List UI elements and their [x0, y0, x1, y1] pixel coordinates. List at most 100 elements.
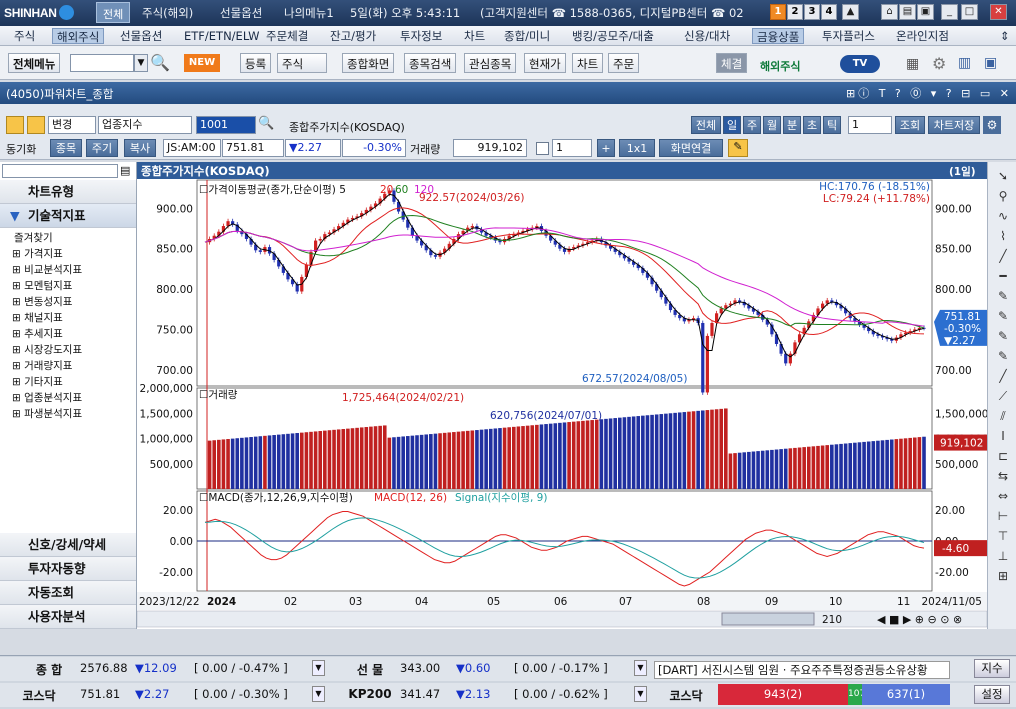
code-input[interactable]: 1001 [196, 116, 256, 134]
code-search-icon[interactable]: 🔍 [258, 116, 275, 131]
drawing-tool-icon[interactable]: ⇔ [997, 489, 1009, 503]
link-screen-button[interactable]: 화면연결 [659, 139, 723, 157]
indicator-search-input[interactable] [2, 164, 118, 178]
drawing-tool-icon[interactable]: ✎ [997, 289, 1009, 303]
menu-credit[interactable]: 신용/대차 [684, 29, 731, 43]
register-button[interactable]: 등록 [240, 53, 272, 73]
user-analysis-tab[interactable]: 사용자분석 [0, 605, 136, 629]
chart-area[interactable]: 종합주가지수(KOSDAQ) (1일) 900.00 900.00 850.00 850.… [136, 162, 988, 629]
search-icon[interactable]: 🔍 [150, 53, 170, 72]
toolbar-button-price[interactable]: 현재가 [524, 53, 566, 73]
drawing-tool-icon[interactable]: I [1001, 429, 1005, 443]
layout-icon[interactable]: ▥ [958, 55, 972, 71]
copy-button[interactable]: 복사 [124, 139, 156, 157]
drawing-tool-icon[interactable]: ⊏ [997, 449, 1009, 463]
chart-type-header[interactable]: 차트유형 [0, 180, 136, 204]
period-all-button[interactable]: 전체 [691, 116, 721, 134]
tree-other[interactable]: ⊞ 기타지표 [12, 376, 63, 388]
drawing-tool-icon[interactable]: ⊥ [997, 549, 1009, 563]
layout-button[interactable]: 1x1 [619, 139, 655, 157]
toolbar-button-overview[interactable]: 종합화면 [342, 53, 395, 73]
fill-button[interactable]: 체결 [716, 53, 748, 73]
menu-balance[interactable]: 잔고/평가 [330, 29, 377, 43]
chart-type-icon[interactable] [6, 116, 24, 134]
drawing-tool-icon[interactable]: ✎ [997, 309, 1009, 323]
menu-scroll-icon[interactable]: ⇕ [1000, 29, 1010, 43]
menu-order[interactable]: 주문체결 [266, 29, 309, 43]
kosdaq-dropdown-icon[interactable]: ▼ [312, 686, 325, 702]
drawing-tool-icon[interactable]: ╱ [999, 249, 1007, 263]
screen-4-button[interactable]: 4 [821, 4, 837, 20]
tree-volatility[interactable]: ⊞ 변동성지표 [12, 296, 73, 308]
tab-all[interactable]: 전체 [96, 2, 131, 23]
drawing-tool-icon[interactable]: ━ [999, 269, 1007, 283]
drawing-tool-icon[interactable]: ⌇ [1000, 229, 1006, 243]
overseas-stock-link[interactable]: 해외주식 [760, 60, 801, 73]
tree-channel[interactable]: ⊞ 채널지표 [12, 312, 63, 324]
tree-derivatives[interactable]: ⊞ 파생분석지표 [12, 408, 83, 420]
home-icon[interactable]: ⌂ [881, 4, 898, 20]
drawing-tool-icon[interactable]: ∿ [997, 209, 1009, 223]
dropdown-icon[interactable]: ▼ [134, 54, 148, 72]
split-checkbox[interactable] [536, 142, 549, 155]
all-menu-button[interactable]: 전체메뉴 [8, 53, 61, 73]
print-icon[interactable]: ▤ [899, 4, 916, 20]
tv-button[interactable]: TV [840, 55, 880, 73]
split-select[interactable]: 1 [552, 139, 592, 157]
maximize-icon[interactable]: □ [961, 4, 978, 20]
settings-button[interactable]: 설정 [974, 685, 1010, 704]
screen-3-button[interactable]: 3 [804, 4, 820, 20]
period-count-select[interactable]: 1 [848, 116, 892, 134]
tree-sector[interactable]: ⊞ 업종분석지표 [12, 392, 83, 404]
minimize-icon[interactable]: _ [941, 4, 958, 20]
drawing-tool-icon[interactable]: ⊞ [997, 569, 1009, 583]
sync-period-button[interactable]: 주기 [86, 139, 118, 157]
tech-indicator-header[interactable]: ▼ 기술적지표 [0, 204, 136, 228]
drawing-tool-icon[interactable]: ✎ [997, 349, 1009, 363]
menu-financial-products[interactable]: 금융상품 [752, 28, 805, 44]
tree-strength[interactable]: ⊞ 시장강도지표 [12, 344, 83, 356]
menu-stock[interactable]: 주식 [14, 29, 36, 43]
drawing-tool-icon[interactable]: ⫽ [1000, 409, 1006, 423]
drawing-tool-icon[interactable]: ➘ [997, 169, 1009, 183]
menu-search-input[interactable] [70, 54, 134, 72]
tab-overseas-stock[interactable]: 주식(해외) [142, 6, 194, 20]
new-badge-button[interactable]: NEW [184, 54, 220, 72]
signal-tab[interactable]: 신호/강세/약세 [0, 533, 136, 557]
index-button[interactable]: 지수 [974, 659, 1010, 678]
toolbar-button-chart[interactable]: 차트 [572, 53, 604, 73]
chart-save-icon[interactable] [27, 116, 45, 134]
drawing-tool-icon[interactable]: ⟋ [998, 389, 1008, 403]
pen-icon[interactable]: ✎ [728, 139, 748, 157]
add-icon[interactable]: + [597, 139, 615, 157]
menu-invest-plus[interactable]: 투자플러스 [822, 29, 875, 43]
window-controls[interactable]: ⊞ⓘ T ? ⓪ ▾ ? ⊟ ▭ ✕ [846, 87, 1012, 100]
close-icon[interactable]: ✕ [990, 4, 1007, 20]
menu-overseas-stock[interactable]: 해외주식 [52, 28, 105, 44]
period-tick-button[interactable]: 틱 [823, 116, 841, 134]
period-sec-button[interactable]: 초 [803, 116, 821, 134]
screen-2-button[interactable]: 2 [787, 4, 803, 20]
tree-trend[interactable]: ⊞ 추세지표 [12, 328, 63, 340]
menu-banking[interactable]: 뱅킹/공모주/대출 [572, 29, 654, 43]
investor-trend-tab[interactable]: 투자자동향 [0, 557, 136, 581]
tab-my-menu[interactable]: 나의메뉴1 [284, 6, 334, 20]
kp200-dropdown-icon[interactable]: ▼ [634, 686, 647, 702]
menu-invest-info[interactable]: 투자정보 [400, 29, 443, 43]
kospi-dropdown-icon[interactable]: ▼ [312, 660, 325, 676]
up-arrow-icon[interactable]: ▲ [842, 4, 859, 20]
menu-mini[interactable]: 종합/미니 [504, 29, 551, 43]
drawing-tool-icon[interactable]: ✎ [997, 329, 1009, 343]
query-button[interactable]: 조회 [895, 116, 925, 134]
screen-1-button[interactable]: 1 [770, 4, 786, 20]
menu-chart[interactable]: 차트 [464, 29, 486, 43]
menu-futures[interactable]: 선물옵션 [120, 29, 163, 43]
drawing-tool-icon[interactable]: ⇆ [997, 469, 1009, 483]
drawing-tool-icon[interactable]: ⊤ [997, 529, 1009, 543]
toolbar-button-watchlist[interactable]: 관심종목 [464, 53, 517, 73]
period-min-button[interactable]: 분 [783, 116, 801, 134]
toolbar-button-order[interactable]: 주문 [608, 53, 640, 73]
futures-dropdown-icon[interactable]: ▼ [634, 660, 647, 676]
tree-price[interactable]: ⊞ 가격지표 [12, 248, 63, 260]
drawing-tool-icon[interactable]: ⊢ [997, 509, 1009, 523]
